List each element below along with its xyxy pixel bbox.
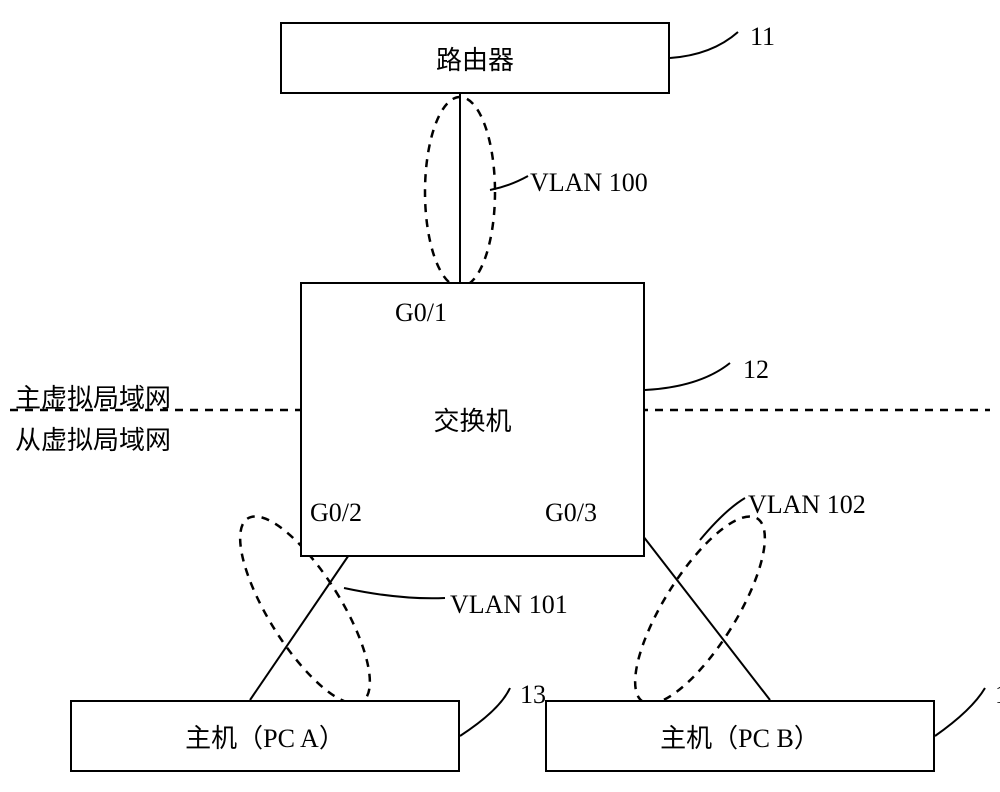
leader-router-num: 11 [750, 22, 775, 52]
pcb-label: 主机（PC B） [660, 718, 820, 755]
vlan101-label: VLAN 101 [450, 590, 568, 620]
vlan102-label: VLAN 102 [748, 490, 866, 520]
vlan100-label: VLAN 100 [530, 168, 648, 198]
leader-pca-num: 13 [520, 680, 546, 710]
router-label: 路由器 [436, 40, 514, 77]
port-g03: G0/3 [545, 498, 597, 528]
leader-switch-num: 12 [743, 355, 769, 385]
port-g02: G0/2 [310, 498, 362, 528]
pca-label: 主机（PC A） [185, 718, 345, 755]
switch-label: 交换机 [433, 401, 511, 438]
diagram-canvas: 路由器 交换机 主机（PC A） 主机（PC B） G0/1 G0/2 G0/3… [0, 0, 1000, 792]
divider-bot-label: 从虚拟局域网 [15, 420, 171, 457]
pca-box: 主机（PC A） [70, 700, 460, 772]
port-g01: G0/1 [395, 298, 447, 328]
divider-top-label: 主虚拟局域网 [15, 378, 171, 415]
pcb-box: 主机（PC B） [545, 700, 935, 772]
leader-pcb-num: 14 [995, 680, 1000, 710]
router-box: 路由器 [280, 22, 670, 94]
